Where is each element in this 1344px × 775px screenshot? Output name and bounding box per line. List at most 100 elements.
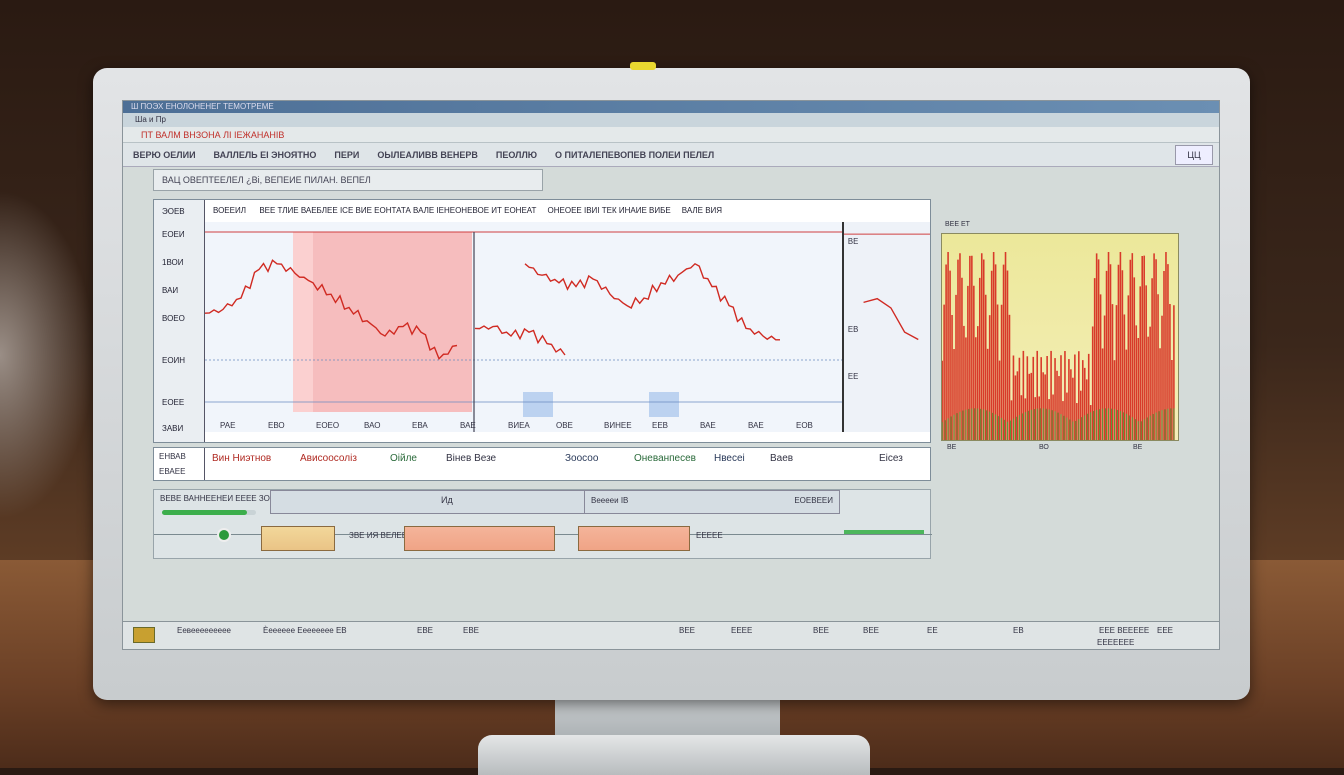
legend-item[interactable]: Зоосоо: [565, 453, 599, 464]
status-item: ВЕЕ: [679, 626, 696, 635]
app-header: ПТ ВАЛМ ВНЗОНА ЛІ ІЕЖАНАНІВ: [123, 127, 1219, 143]
side-series-line: [863, 297, 919, 341]
search-input[interactable]: ВАЦ ОВЕПТЕЕЛЕЛ ¿Ві, ВЕПЕИЕ ПИЛАН. ВЕПЕЛ: [153, 169, 543, 191]
control-panel: ВЕВЕ ВАННЕЕНЕИ ЕЕЕЕ ЗОНЮ Ид Вееееи ІВ ЕОЕ…: [153, 489, 932, 559]
right-x-label: ВЕ: [1133, 444, 1143, 451]
progress-bar: [162, 510, 256, 515]
red-block[interactable]: [578, 526, 690, 551]
yellow-block[interactable]: [261, 526, 335, 551]
chart-header: ВОЕЕИЛ ВЕЕ ТЛИЕ ВАЕБЛЕЕ ІСЕ ВИЕ ЕОНТАТА …: [205, 200, 930, 222]
right-x-label: ВО: [1039, 444, 1049, 451]
toolbar: ВЕРЮ ОЕЛИИ ВАЛЛЕЛЬ ЕІ ЭНОЯТНО ПЕРИ ОЫЛЕА…: [123, 143, 1219, 167]
x-tick-label: ВИЕА: [508, 421, 530, 430]
app-icon[interactable]: [133, 627, 155, 643]
highlight-region: [312, 232, 472, 412]
status-item: ЕВ: [1013, 626, 1024, 635]
mid-label: ЗВЕ ИЯ ВЕЛЕЕ: [349, 531, 408, 540]
field-3-text: ЕОЕВЕЕИ: [794, 496, 833, 505]
series-line: [205, 259, 458, 361]
chart-panel: ЭОЕВ ЕОЕИ 1ВОИ ВАИ ВОЕО ЕОИН ЕОЕЕ ЗАВИ В…: [153, 199, 931, 443]
control-label: ВЕВЕ ВАННЕЕНЕИ ЕЕЕЕ ЗОНЮ: [160, 494, 284, 503]
background-light: [0, 190, 95, 520]
y-axis: ЭОЕВ ЕОЕИ 1ВОИ ВАИ ВОЕО ЕОИН ЕОЕЕ ЗАВИ: [154, 200, 205, 442]
x-tick-label: ЕЕВ: [652, 421, 668, 430]
legend-item[interactable]: Оійле: [390, 453, 417, 464]
y-label: ЕОИН: [162, 356, 186, 365]
toolbar-item[interactable]: ПЕРИ: [334, 149, 360, 160]
webcam-led: [630, 62, 656, 70]
status-item: ЕЕЕ: [1157, 626, 1174, 635]
toolbar-item[interactable]: ВЕРЮ ОЕЛИИ: [133, 149, 196, 160]
y-label: ЗАВИ: [162, 424, 184, 433]
legend-item[interactable]: Ваев: [770, 453, 794, 464]
status-item: ЕЕЕ ВЕЕЕЕЕ: [1099, 626, 1150, 635]
menu-bar[interactable]: Ша и Пр: [123, 113, 1219, 127]
green-bar: [844, 530, 924, 534]
series-line: [474, 325, 566, 356]
legend-item[interactable]: Ависоосоліз: [300, 453, 357, 464]
legend: ЕНВАВ ЕВАЕЕ Вин Ниэтнов Ависоосоліз Оійл…: [153, 447, 931, 481]
status-item: ЕЕ: [927, 626, 938, 635]
header-text: ВОЕЕИЛ: [213, 206, 246, 215]
status-item: ЕВЕ: [463, 626, 480, 635]
right-chart-title: ВЕЕ ЕТ: [945, 221, 970, 228]
status-item: ЕЕЕЕЕЕЕ: [1097, 638, 1135, 647]
header-text: ВАЛЕ ВИЯ: [681, 206, 723, 215]
legend-item[interactable]: Оневанпесев: [634, 453, 696, 464]
toolbar-item[interactable]: ОЫЛЕАЛИВВ ВЕНЕРВ: [377, 149, 478, 160]
line-chart[interactable]: РАЕ ЕВО ЕОЕО ВАО ЕВА ВАЕ ВИЕА ОВЕ ВИНЕЕ ЕЕВ ВАЕ ВАЕ…: [205, 222, 842, 432]
field-2-text: Вееееи ІВ: [591, 496, 629, 505]
legend-row-label: ЕНВАВ: [159, 452, 186, 461]
side-label: ЕВ: [848, 325, 858, 334]
legend-item[interactable]: Еісез: [879, 453, 903, 464]
legend-row-label: ЕВАЕЕ: [159, 467, 186, 476]
right-label: ЕЕЕЕЕ: [696, 531, 723, 540]
legend-item[interactable]: Вин Ниэтнов: [212, 453, 272, 464]
y-label: 1ВОИ: [162, 258, 184, 267]
x-tick-label: ВАЕ: [748, 421, 764, 430]
status-item: ВЕЕ: [813, 626, 830, 635]
highlight-region: [293, 232, 313, 412]
monitor-base: [478, 735, 870, 775]
title-bar: Ш ПОЭХ ЕНОЛОНЕНЕГ ТЕМОТРЕМЕ: [123, 101, 1219, 113]
slider-handle[interactable]: [217, 528, 231, 542]
x-tick-label: ВАО: [364, 421, 380, 430]
status-bar: Еевеееееееее Ѐееееее Ееееееее ЕВ ЕВЕ ЕВЕ…: [123, 621, 1219, 649]
side-label: ЕЕ: [848, 372, 858, 381]
x-tick-label: ЕОВ: [796, 421, 813, 430]
status-item: Еевеееееееее: [177, 626, 231, 635]
y-label: ВАИ: [162, 286, 179, 295]
side-chart[interactable]: ВЕ ЕВ ЕЕ: [842, 222, 930, 432]
y-label: ЕОЕЕ: [162, 398, 185, 407]
legend-item[interactable]: Нвесеі: [714, 453, 745, 464]
screen: Ш ПОЭХ ЕНОЛОНЕНЕГ ТЕМОТРЕМЕ Ша и Пр ПТ В…: [122, 100, 1220, 650]
red-block[interactable]: [404, 526, 555, 551]
x-tick-label: ЕВО: [268, 421, 285, 430]
status-item: ЕВЕ: [417, 626, 434, 635]
x-tick-label: ЕВА: [412, 421, 428, 430]
side-label: ВЕ: [848, 237, 858, 246]
right-x-label: ВЕ: [947, 444, 957, 451]
toolbar-item[interactable]: О ПИТАЛЕПЕВОПЕВ ПОЛЕИ ПЕЛЕЛ: [555, 149, 715, 160]
blue-region: [649, 392, 679, 417]
corner-button[interactable]: ЦЦ: [1175, 145, 1213, 165]
x-tick-label: ВИНЕЕ: [604, 421, 632, 430]
field-2[interactable]: Вееееи ІВ ЕОЕВЕЕИ: [584, 490, 840, 514]
status-item: ВЕЕ: [863, 626, 880, 635]
corner-label: ЭОЕВ: [162, 207, 185, 216]
toolbar-item[interactable]: ПЕОЛЛЮ: [495, 149, 538, 160]
series-line: [524, 262, 781, 341]
status-item: ЕЕЕЕ: [731, 626, 753, 635]
x-tick-label: ВАЕ: [460, 421, 476, 430]
field-1[interactable]: Ид: [270, 490, 612, 514]
x-tick-label: ВАЕ: [700, 421, 716, 430]
blue-region: [523, 392, 553, 417]
y-label: ВОЕО: [162, 314, 185, 323]
spike-chart[interactable]: [941, 233, 1179, 441]
status-item: Ѐееееее Ееееееее ЕВ: [263, 626, 347, 635]
toolbar-item[interactable]: ВАЛЛЕЛЬ ЕІ ЭНОЯТНО: [213, 149, 317, 160]
x-tick-label: ОВЕ: [556, 421, 573, 430]
x-tick-label: ЕОЕО: [316, 421, 339, 430]
y-label: ЕОЕИ: [162, 230, 185, 239]
legend-item[interactable]: Вінев Везе: [446, 453, 497, 464]
